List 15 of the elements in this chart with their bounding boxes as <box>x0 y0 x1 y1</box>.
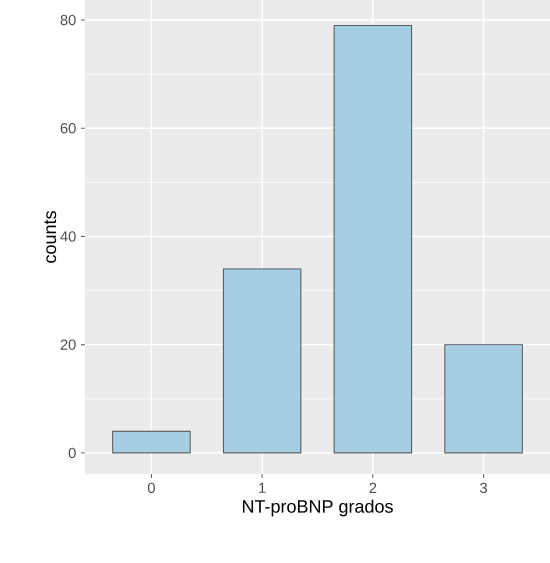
y-tick-label: 80 <box>60 14 76 26</box>
x-tick-label: 1 <box>259 482 266 493</box>
bar <box>112 430 191 454</box>
y-tick-label: 0 <box>68 448 76 458</box>
x-tick-label: 2 <box>370 482 376 493</box>
x-tick-label: 3 <box>480 482 488 494</box>
y-tick-label: 20 <box>60 339 76 350</box>
y-tick-label: 40 <box>60 231 76 242</box>
bar <box>222 268 302 454</box>
x-tick-label: 0 <box>148 482 155 494</box>
y-axis-title: counts <box>44 211 56 263</box>
y-tick-label: 60 <box>60 123 76 134</box>
x-axis-title: NT-proBNP grados <box>242 500 393 516</box>
bar <box>334 24 412 454</box>
bar <box>444 344 523 454</box>
